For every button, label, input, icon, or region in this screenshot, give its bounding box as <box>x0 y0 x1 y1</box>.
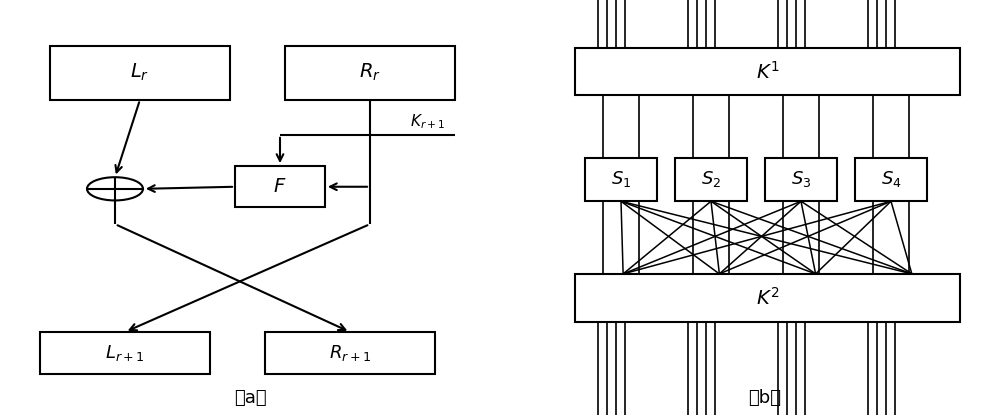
Bar <box>855 158 927 201</box>
Bar <box>235 166 325 208</box>
Text: （b）: （b） <box>748 389 782 407</box>
Text: $K_{r+1}$: $K_{r+1}$ <box>410 112 445 131</box>
Bar <box>675 158 747 201</box>
Text: $S_{2}$: $S_{2}$ <box>701 169 721 190</box>
Text: $R_{r+1}$: $R_{r+1}$ <box>329 343 371 363</box>
Bar <box>575 48 960 95</box>
Text: $S_{1}$: $S_{1}$ <box>611 169 631 190</box>
Bar <box>50 46 230 100</box>
Text: $K^2$: $K^2$ <box>756 287 779 309</box>
Bar <box>265 332 435 374</box>
Bar <box>585 158 657 201</box>
Bar <box>575 274 960 322</box>
Bar <box>765 158 837 201</box>
Circle shape <box>87 177 143 200</box>
Text: $S_{3}$: $S_{3}$ <box>791 169 811 190</box>
Text: $K^1$: $K^1$ <box>756 61 779 83</box>
Text: （a）: （a） <box>234 389 266 407</box>
Text: $R_r$: $R_r$ <box>359 62 381 83</box>
Text: $L_{r+1}$: $L_{r+1}$ <box>105 343 145 363</box>
Text: $L_r$: $L_r$ <box>130 62 150 83</box>
Bar <box>40 332 210 374</box>
Text: $S_{4}$: $S_{4}$ <box>881 169 901 190</box>
Text: $F$: $F$ <box>273 177 287 196</box>
Bar <box>285 46 455 100</box>
